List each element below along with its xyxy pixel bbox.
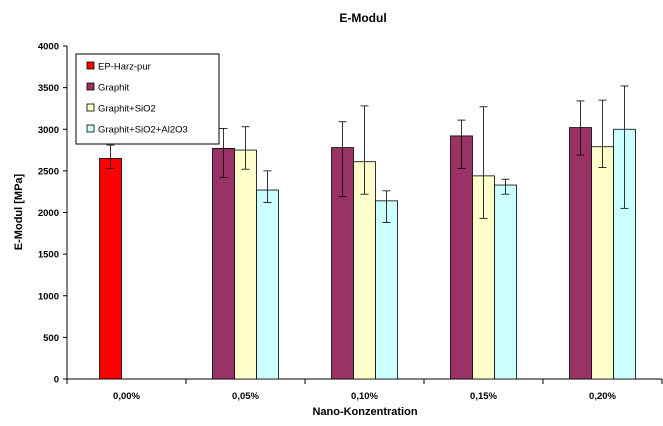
legend-label: Graphit+SiO2 — [98, 104, 156, 115]
bar — [591, 146, 614, 380]
bar — [212, 147, 235, 380]
bar — [494, 184, 517, 380]
x-tick-label: 0,05% — [232, 391, 259, 402]
y-tick-label: 3500 — [38, 83, 59, 94]
legend-swatch — [86, 103, 95, 112]
y-tick-label: 1000 — [38, 291, 59, 302]
legend-label: Graphit+SiO2+Al2O3 — [98, 125, 188, 136]
y-tick-label: 3000 — [38, 125, 59, 136]
y-tick-label: 500 — [43, 333, 59, 344]
y-axis: 0 500 1000 1500 2000 2500 3000 3500 4000 — [38, 42, 68, 386]
x-tick-label: 0,10% — [351, 391, 378, 402]
y-tick-label: 4000 — [38, 42, 59, 53]
plot-area — [99, 85, 636, 380]
x-tick-label: 0,00% — [113, 391, 140, 402]
chart-title: E-Modul — [339, 11, 386, 25]
x-axis: 0,00% 0,05% 0,10% 0,15% 0,20% — [66, 378, 663, 402]
legend-swatch — [86, 82, 95, 91]
legend-swatch — [86, 124, 95, 133]
legend-box — [75, 53, 220, 145]
bar — [99, 157, 122, 380]
legend-label: Graphit — [98, 83, 130, 94]
bar — [375, 200, 398, 380]
legend: EP-Harz-pur Graphit Graphit+SiO2 Graphit+Si… — [75, 53, 220, 145]
y-tick-label: 1500 — [38, 250, 59, 261]
legend-swatch — [86, 61, 95, 70]
y-tick-label: 2500 — [38, 166, 59, 177]
x-tick-label: 0,20% — [589, 391, 616, 402]
y-axis-label: E-Modul [MPa] — [13, 173, 25, 250]
y-tick-label: 0 — [54, 375, 59, 386]
legend-label: EP-Harz-pur — [98, 62, 151, 73]
x-axis-label: Nano-Konzentration — [312, 406, 417, 418]
x-tick-label: 0,15% — [470, 391, 497, 402]
bar — [450, 135, 473, 380]
bar — [569, 127, 592, 380]
bar — [234, 149, 257, 380]
y-tick-label: 2000 — [38, 208, 59, 219]
bar — [256, 189, 279, 380]
